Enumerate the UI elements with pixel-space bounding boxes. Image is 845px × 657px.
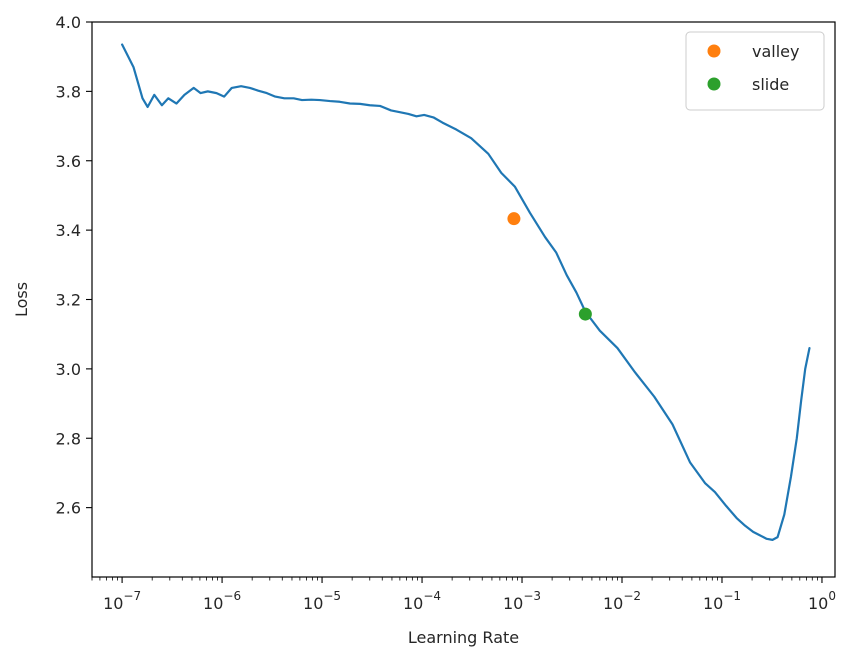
x-tick-exponent: −2 [623, 589, 641, 603]
x-tick-label: 10−4 [403, 589, 441, 613]
legend-slide-label: slide [752, 75, 789, 94]
x-tick-label: 100 [808, 589, 836, 613]
x-tick-exponent: −6 [223, 589, 241, 603]
x-tick-label: 10−7 [103, 589, 141, 613]
legend-slide-swatch [707, 77, 721, 91]
y-tick-label: 3.0 [56, 360, 81, 379]
y-tick-label: 2.6 [56, 499, 81, 518]
x-tick-label: 10−6 [203, 589, 241, 613]
x-tick-label: 10−1 [703, 589, 741, 613]
x-tick-base: 10 [203, 594, 223, 613]
x-tick-base: 10 [808, 594, 828, 613]
y-tick-label: 3.8 [56, 82, 81, 101]
slide-marker [578, 307, 592, 321]
y-tick-label: 3.6 [56, 152, 81, 171]
x-tick-base: 10 [103, 594, 123, 613]
x-tick-exponent: −4 [423, 589, 441, 603]
x-tick-exponent: −3 [523, 589, 541, 603]
y-axis-label: Loss [12, 282, 31, 317]
legend-valley-label: valley [752, 42, 799, 61]
x-tick-exponent: −1 [723, 589, 741, 603]
x-tick-exponent: 0 [828, 589, 836, 603]
x-tick-label: 10−3 [503, 589, 541, 613]
y-axis-ticks: 2.6 2.8 3.0 3.2 3.4 3.6 3.8 4.0 [56, 13, 92, 518]
x-tick-base: 10 [603, 594, 623, 613]
y-tick-label: 3.4 [56, 221, 81, 240]
x-tick-base: 10 [703, 594, 723, 613]
x-axis-ticks: 10−7 10−6 10−5 10−4 10−3 10−2 10−1 100 [91, 577, 836, 613]
x-tick-base: 10 [303, 594, 323, 613]
valley-marker [507, 212, 521, 226]
x-tick-base: 10 [503, 594, 523, 613]
legend: valley slide [685, 31, 825, 111]
x-tick-exponent: −7 [123, 589, 141, 603]
x-tick-label: 10−5 [303, 589, 341, 613]
x-tick-exponent: −5 [323, 589, 341, 603]
y-tick-label: 3.2 [56, 291, 81, 310]
y-tick-label: 4.0 [56, 13, 81, 32]
x-axis-label: Learning Rate [408, 628, 519, 647]
x-tick-base: 10 [403, 594, 423, 613]
y-tick-label: 2.8 [56, 429, 81, 448]
x-tick-label: 10−2 [603, 589, 641, 613]
legend-box [685, 31, 825, 111]
legend-valley-swatch [707, 44, 721, 58]
loss-curve [120, 43, 811, 541]
